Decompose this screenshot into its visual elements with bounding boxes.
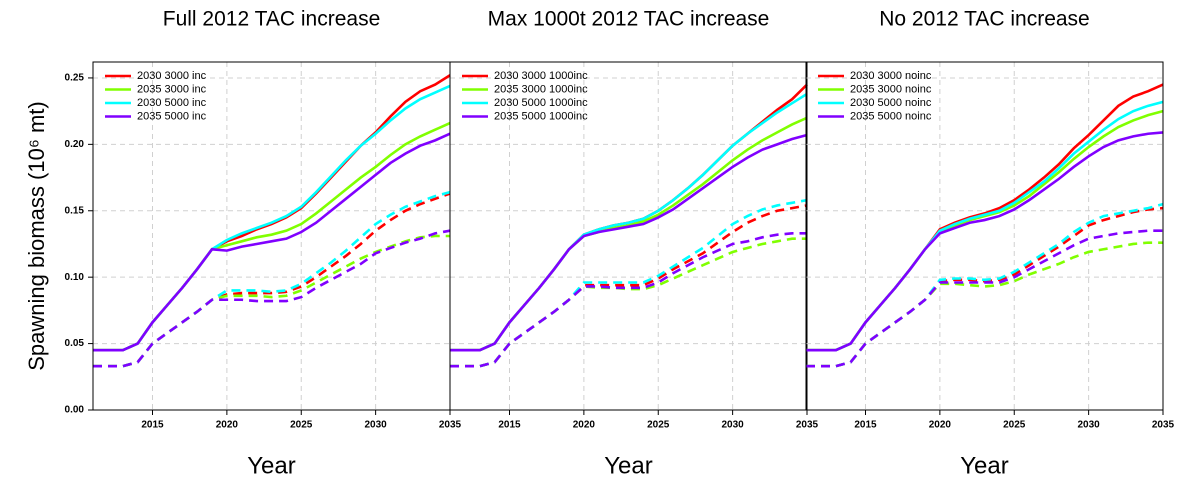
x-tick-label: 2020 [216,420,239,431]
legend-label: 2030 3000 noinc [850,70,932,82]
x-tick-label: 2020 [573,420,596,431]
x-axis-label: Year [604,452,653,479]
legend-label: 2035 5000 noinc [850,110,932,122]
legend-label: 2030 5000 1000inc [494,97,588,109]
dashed-line [806,202,1164,368]
y-tick-label: 0.20 [65,139,85,150]
x-tick-label: 2025 [1003,420,1026,431]
legend-label: 2035 5000 1000inc [494,110,588,122]
legend-label: 2030 5000 noinc [850,97,932,109]
dashed-line [806,241,1163,368]
legend-label: 2030 5000 inc [137,97,207,109]
x-tick-label: 2035 [1152,420,1175,431]
panel-title: No 2012 TAC increase [879,8,1090,31]
line [806,100,1164,352]
plot-frame [805,61,1164,411]
panel-title: Max 1000t 2012 TAC increase [488,8,770,31]
x-tick-label: 2030 [722,420,745,431]
dashed-line [93,190,451,368]
x-tick-label: 2015 [498,420,521,431]
x-tick-label: 2015 [141,420,164,431]
legend-label: 2035 3000 noinc [850,83,932,95]
legend-label: 2035 5000 inc [137,110,207,122]
dashed-line [450,237,807,368]
line [93,84,451,352]
x-axis-label: Year [247,452,296,479]
y-tick-label: 0.25 [65,73,85,84]
panel-title: Full 2012 TAC increase [163,8,381,31]
line [450,83,808,352]
y-tick-label: 0.00 [65,405,85,416]
dashed-line [450,204,808,368]
dashed-line [93,192,451,368]
line [450,92,808,352]
x-tick-label: 2025 [290,420,313,431]
x-tick-label: 2025 [647,420,670,431]
legend-label: 2035 3000 1000inc [494,83,588,95]
x-tick-label: 2020 [929,420,952,431]
x-tick-label: 2030 [1078,420,1101,431]
x-axis-label: Year [960,452,1009,479]
dashed-line [806,206,1164,368]
y-axis-label: Spawning biomass (10⁶ mt) [24,101,49,371]
x-tick-label: 2035 [796,420,819,431]
y-tick-label: 0.10 [65,272,85,283]
x-tick-label: 2015 [854,420,877,431]
x-tick-label: 2035 [439,420,462,431]
x-tick-label: 2030 [365,420,388,431]
line [450,116,808,352]
legend-label: 2030 3000 inc [137,70,207,82]
line [93,121,451,352]
legend-label: 2030 3000 1000inc [494,70,588,82]
legend-label: 2035 3000 inc [137,83,207,95]
plot-frame [449,61,808,411]
y-tick-label: 0.05 [65,338,85,349]
dashed-line [806,229,1163,368]
dashed-line [450,232,807,368]
dashed-line [93,229,451,368]
line [806,109,1164,352]
line [806,131,1164,352]
y-tick-label: 0.15 [65,205,85,216]
line [93,132,451,352]
line [450,133,808,352]
